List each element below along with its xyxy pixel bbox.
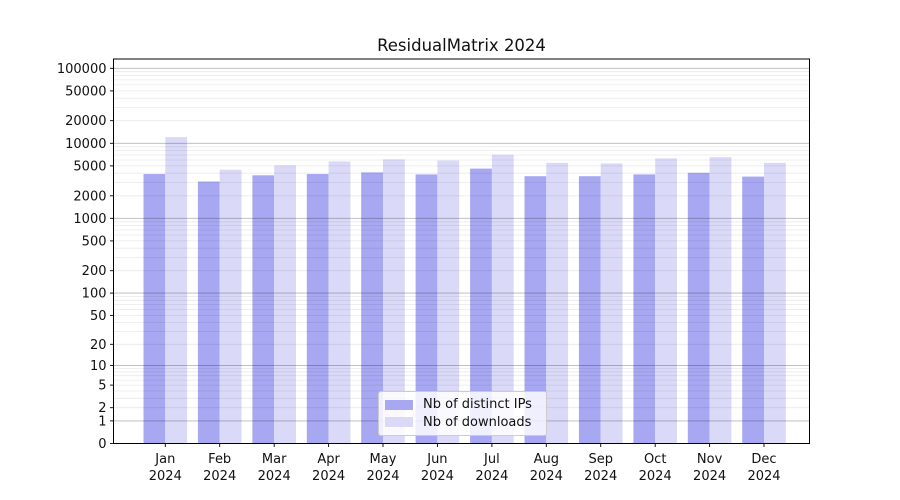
- y-tick-label: 2: [98, 401, 106, 416]
- bar-downloads-aug: [546, 162, 569, 444]
- bar-distinct-ips-dec: [742, 176, 764, 444]
- legend-swatch-distinct-ips: [385, 399, 413, 410]
- x-tick-label: Jul 2024: [475, 452, 508, 484]
- y-tick-label: 500: [82, 234, 107, 249]
- bar-downloads-oct: [655, 158, 677, 444]
- x-tick-label: Dec 2024: [747, 452, 780, 484]
- x-tick-label: Apr 2024: [312, 452, 345, 484]
- legend-item-distinct-ips: Nb of distinct IPs: [385, 397, 540, 412]
- bar-downloads-sep: [600, 163, 623, 444]
- chart-title: ResidualMatrix 2024: [377, 36, 546, 55]
- x-tick-label: Sep 2024: [584, 452, 617, 484]
- y-tick-label: 1: [98, 414, 106, 429]
- legend-swatch-downloads: [385, 417, 413, 428]
- y-tick-label: 100: [82, 287, 107, 302]
- legend-label-distinct-ips: Nb of distinct IPs: [423, 397, 532, 413]
- bar-distinct-ips-feb: [197, 181, 220, 444]
- bar-distinct-ips-nov: [687, 172, 710, 444]
- x-tick-label: Mar 2024: [258, 452, 291, 484]
- plot-border: [113, 58, 810, 444]
- x-tick-label: Oct 2024: [639, 452, 672, 484]
- bar-downloads-dec: [764, 162, 786, 444]
- x-tick-label: Jan 2024: [149, 452, 182, 484]
- x-tick-label: Aug 2024: [530, 452, 563, 484]
- y-tick-label: 20: [90, 338, 107, 353]
- y-tick-label: 10: [90, 359, 107, 374]
- bar-downloads-feb: [219, 169, 242, 444]
- x-tick-label: Jun 2024: [421, 452, 454, 484]
- bar-distinct-ips-apr: [306, 174, 329, 444]
- bar-downloads-nov: [709, 157, 732, 444]
- y-tick-label: 200: [82, 264, 107, 279]
- bar-distinct-ips-mar: [252, 175, 275, 444]
- bar-downloads-may: [383, 159, 405, 444]
- x-tick-label: Feb 2024: [203, 452, 236, 484]
- bar-downloads-jan: [165, 137, 188, 444]
- bar-downloads-jun: [437, 160, 460, 444]
- bar-distinct-ips-may: [361, 172, 383, 444]
- bar-downloads-mar: [274, 165, 296, 444]
- legend-item-downloads: Nb of downloads: [385, 415, 540, 430]
- y-tick-label: 5: [98, 379, 106, 394]
- y-tick-label: 50000: [65, 84, 106, 99]
- bar-downloads-apr: [328, 161, 351, 444]
- x-tick-label: May 2024: [366, 452, 399, 484]
- bar-distinct-ips-jul: [470, 168, 492, 444]
- y-tick-label: 20000: [65, 114, 106, 129]
- y-tick-label: 50: [90, 309, 107, 324]
- bar-distinct-ips-aug: [524, 176, 547, 444]
- y-tick-label: 5000: [73, 159, 106, 174]
- legend-label-downloads: Nb of downloads: [423, 414, 532, 430]
- y-tick-label: 100000: [57, 62, 107, 77]
- y-tick-label: 0: [98, 437, 106, 452]
- x-tick-label: Nov 2024: [693, 452, 726, 484]
- y-tick-label: 2000: [73, 189, 106, 204]
- y-tick-label: 1000: [73, 212, 106, 227]
- bar-downloads-jul: [491, 154, 514, 444]
- bar-distinct-ips-sep: [578, 176, 601, 444]
- bar-distinct-ips-oct: [633, 174, 656, 444]
- bar-distinct-ips-jun: [415, 174, 438, 444]
- bar-distinct-ips-jan: [143, 174, 166, 444]
- legend: Nb of distinct IPs Nb of downloads: [378, 391, 547, 436]
- y-tick-label: 10000: [65, 137, 106, 152]
